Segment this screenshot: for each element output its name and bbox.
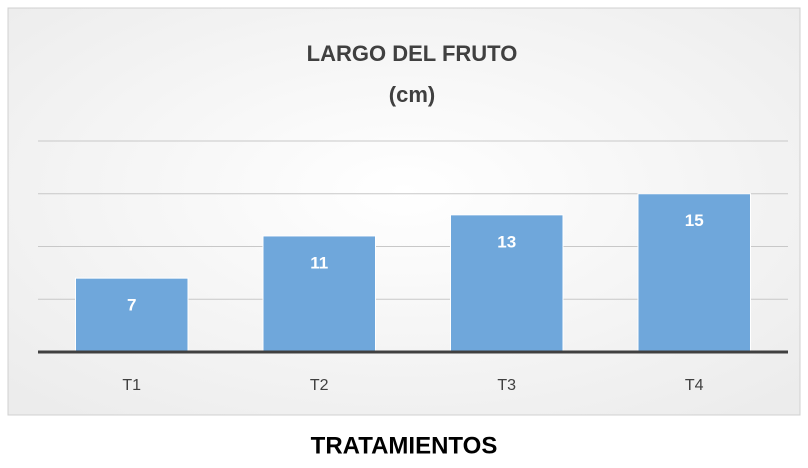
bar — [450, 214, 564, 353]
x-tick-label: T4 — [685, 377, 704, 394]
data-label: 13 — [497, 232, 516, 251]
data-label: 15 — [685, 211, 704, 230]
x-axis-title: TRATAMIENTOS — [311, 432, 498, 459]
bar — [637, 193, 751, 353]
data-label: 11 — [310, 253, 328, 272]
x-tick-label: T2 — [310, 377, 329, 394]
chart-title: (cm) — [389, 82, 435, 107]
x-tick-label: T1 — [122, 377, 141, 394]
data-label: 7 — [127, 296, 136, 315]
x-tick-label: T3 — [497, 377, 516, 394]
bar — [75, 277, 189, 353]
chart-title: LARGO DEL FRUTO — [307, 41, 518, 66]
